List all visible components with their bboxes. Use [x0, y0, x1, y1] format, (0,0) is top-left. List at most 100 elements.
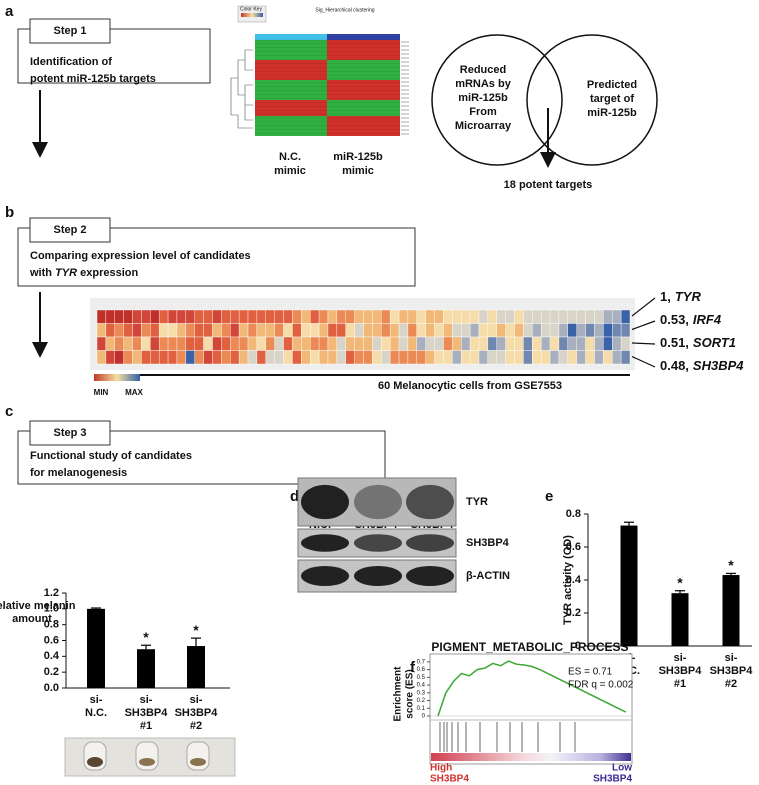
- gene-connector: [631, 342, 656, 345]
- heatmap-cell: [123, 350, 133, 365]
- heatmap-cell: [141, 350, 151, 365]
- heatmap-cell: [265, 323, 275, 338]
- color-key-bar: [241, 13, 263, 17]
- heatmap-cell: [158, 323, 169, 338]
- heatmap-cell: [496, 323, 506, 338]
- heatmap-cell: [203, 323, 213, 338]
- heatmap-cell: [105, 309, 115, 324]
- heatmap-cell: [540, 323, 551, 338]
- heatmap-cell: [558, 323, 569, 338]
- heatmap-cell: [327, 336, 338, 351]
- heatmap-cell: [452, 309, 462, 324]
- heatmap-cell: [443, 350, 453, 365]
- heatmap-cell: [434, 350, 444, 365]
- heatmap-cell: [354, 309, 364, 324]
- heatmap-cell: [505, 350, 515, 365]
- heatmap-cell: [310, 323, 320, 338]
- venn-text: miR-125b: [587, 107, 637, 119]
- heatmap-cell: [461, 309, 471, 324]
- heatmap-cell: [603, 309, 613, 324]
- y-tick-label: 0.4: [44, 650, 60, 662]
- bar: [671, 593, 689, 646]
- heatmap-cell: [292, 350, 302, 365]
- step-text-part: expression: [77, 267, 138, 279]
- heatmap-cell: [523, 336, 533, 351]
- y-tick-label: 0: [422, 714, 426, 720]
- heatmap-cell: [416, 350, 426, 365]
- heatmap-cell: [532, 336, 542, 351]
- heatmap-cell: [274, 350, 284, 365]
- heatmap-cell: [452, 350, 462, 365]
- heatmap-cell: [558, 309, 569, 324]
- heatmap-cell: [532, 323, 542, 338]
- heatmap-cell: [230, 336, 240, 351]
- bar: [87, 608, 105, 688]
- pellet: [139, 758, 155, 766]
- heatmap-cell: [381, 309, 391, 324]
- y-tick-label: 0.2: [44, 666, 59, 678]
- heatmap-cell: [150, 350, 160, 365]
- heatmap-cell: [167, 336, 178, 351]
- bar: [137, 649, 155, 688]
- gsea-frame: [429, 653, 633, 765]
- gene-label: 0.51, SORT1: [660, 335, 736, 350]
- heatmap-cell: [336, 336, 346, 351]
- band-label: β-ACTIN: [466, 570, 510, 582]
- heatmap-cell: [141, 336, 151, 351]
- x-tick-label: #2: [190, 720, 202, 732]
- bar: [722, 575, 740, 646]
- heatmap-cell: [372, 350, 382, 365]
- heatmap-cell: [345, 350, 355, 365]
- heatmap-cell: [114, 323, 124, 338]
- gsea-title: PIGMENT_METABOLIC_PROCESS: [431, 640, 628, 654]
- heatmap-cell: [301, 336, 311, 351]
- heatmap-cell: [585, 309, 595, 324]
- blot-band: [301, 484, 349, 520]
- heatmap-cell: [612, 350, 622, 365]
- heatmap-cell: [256, 350, 266, 365]
- heatmap-cell: [274, 336, 284, 351]
- heatmap-cell: [389, 336, 400, 351]
- heatmap-cell: [381, 336, 391, 351]
- y-axis-label: TYR activity (OD): [562, 535, 574, 625]
- heatmap-cell: [567, 323, 577, 338]
- y-tick-label: 1.0: [44, 603, 59, 615]
- heatmap-cell: [238, 336, 249, 351]
- heatmap-cell: [336, 350, 346, 365]
- heatmap-cell: [434, 323, 444, 338]
- gene-name: SORT1: [693, 335, 736, 350]
- heatmap-cell: [523, 350, 533, 365]
- heatmap-cell: [221, 336, 231, 351]
- panel-label: c: [5, 403, 13, 420]
- step-tab-label: Step 3: [53, 427, 86, 439]
- y-tick-label: 0.3: [417, 690, 426, 696]
- y-tick-label: 0.8: [44, 619, 59, 631]
- x-tick-label: #1: [140, 720, 152, 732]
- heatmap-cell: [585, 336, 595, 351]
- heatmap-cell: [594, 350, 604, 365]
- blot-band: [354, 566, 402, 586]
- heatmap-cell: [585, 323, 595, 338]
- heatmap-cell: [416, 309, 426, 324]
- heatmap-cell: [132, 323, 142, 338]
- x-tick-label: si-: [725, 652, 738, 664]
- heatmap-cell: [407, 336, 417, 351]
- low-label: SH3BP4: [593, 774, 632, 785]
- heatmap-cell: [532, 309, 542, 324]
- heatmap-cell: [247, 323, 258, 338]
- y-axis-label: score (ES): [405, 669, 416, 718]
- significance: *: [728, 557, 734, 573]
- y-tick-label: 0: [575, 640, 581, 652]
- step-text: potent miR-125b targets: [30, 73, 156, 85]
- panel-label: f: [410, 659, 416, 676]
- y-tick-label: 0.5: [417, 675, 426, 681]
- heatmap-cell: [310, 336, 320, 351]
- step-text: with TYR expression: [29, 267, 138, 279]
- heatmap-cell: [158, 350, 169, 365]
- heatmap-block: [255, 80, 327, 100]
- heatmap-cell: [354, 336, 364, 351]
- heatmap-cell: [620, 309, 631, 324]
- heatmap-cell: [185, 309, 195, 324]
- heatmap-cell: [567, 336, 577, 351]
- heatmap-cell: [256, 336, 266, 351]
